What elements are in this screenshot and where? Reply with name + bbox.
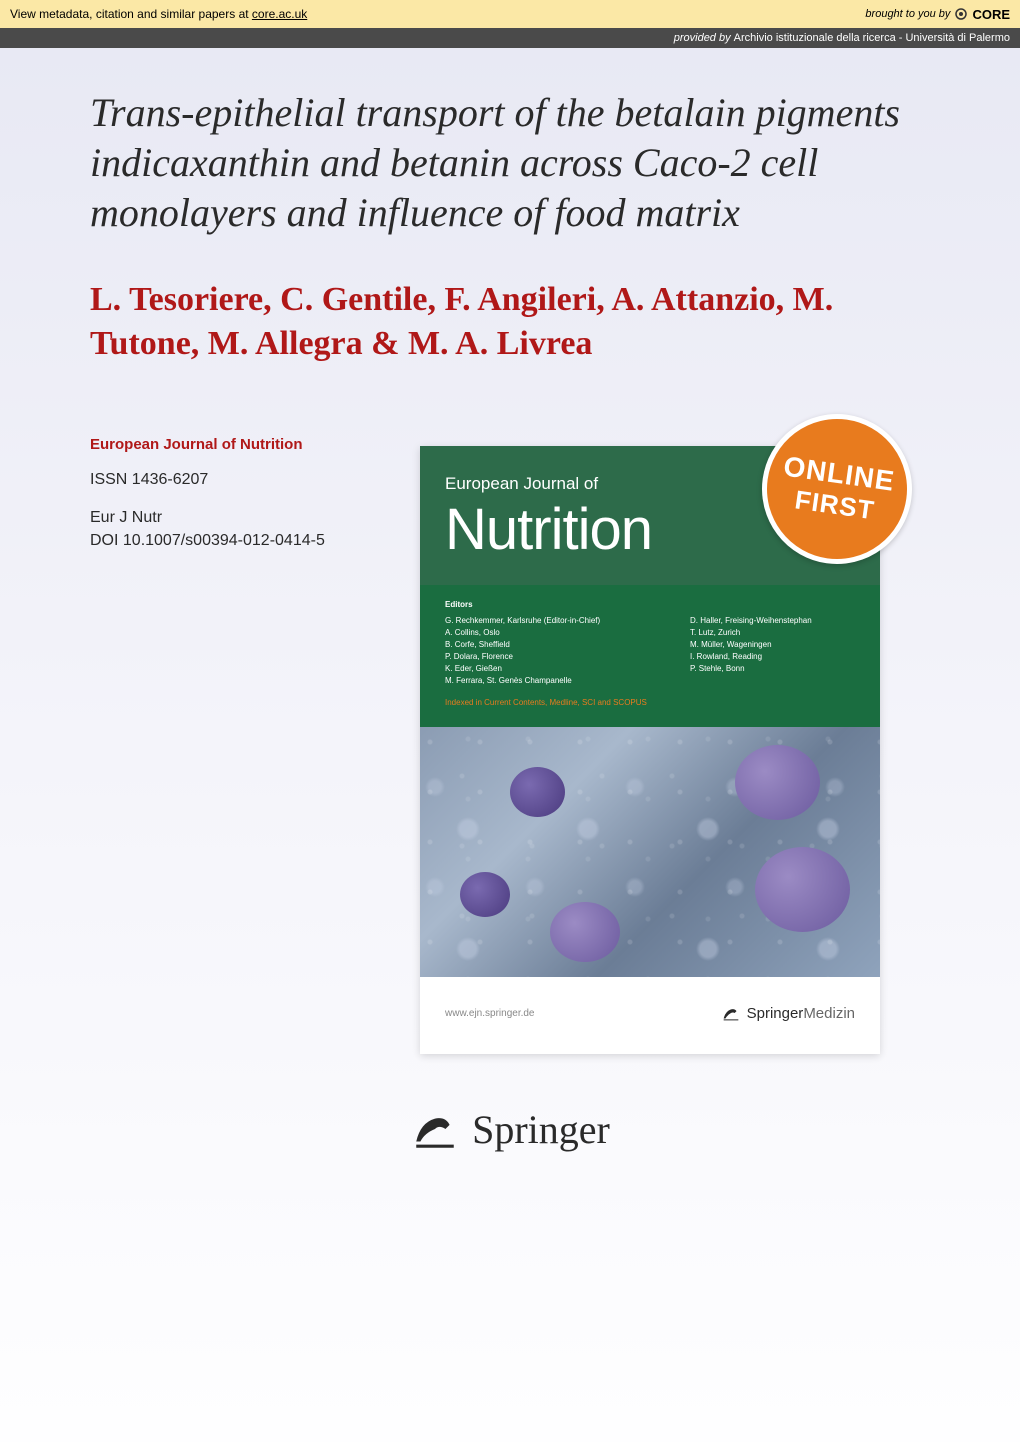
citation-abbrev: Eur J Nutr [90, 507, 380, 529]
citation-block: Eur J Nutr DOI 10.1007/s00394-012-0414-5 [90, 507, 380, 552]
editors-title: Editors [445, 599, 855, 611]
banner-left: View metadata, citation and similar pape… [10, 7, 307, 21]
springer-medizin-logo: SpringerMedizin [720, 1002, 855, 1024]
publisher-suffix: Medizin [803, 1005, 855, 1022]
editor-item: M. Müller, Wageningen [690, 639, 855, 651]
article-title: Trans-epithelial transport of the betala… [90, 88, 930, 238]
core-link[interactable]: core.ac.uk [252, 7, 307, 21]
cell-blob [755, 847, 850, 932]
springer-horse-icon [720, 1002, 742, 1024]
doi: DOI 10.1007/s00394-012-0414-5 [90, 530, 380, 552]
page-container: Trans-epithelial transport of the betala… [0, 48, 1020, 1442]
editor-item: P. Dolara, Florence [445, 651, 610, 663]
cell-blob [735, 745, 820, 820]
publisher-brand: Springer [747, 1005, 804, 1022]
core-logo-text: CORE [972, 7, 1010, 22]
issn: ISSN 1436-6207 [90, 471, 380, 489]
editor-item: I. Rowland, Reading [690, 651, 855, 663]
provenance-source: Archivio istituzionale della ricerca - U… [734, 32, 1010, 44]
metadata-banner: View metadata, citation and similar pape… [0, 0, 1020, 28]
page-inner: Trans-epithelial transport of the betala… [50, 48, 970, 1184]
banner-prefix: View metadata, citation and similar pape… [10, 7, 252, 21]
provenance-prefix: provided by [674, 32, 734, 44]
editor-item: P. Stehle, Bonn [690, 663, 855, 675]
editor-item: G. Rechkemmer, Karlsruhe (Editor-in-Chie… [445, 615, 610, 627]
core-icon [954, 7, 968, 21]
journal-cover: ONLINE FIRST European Journal of Nutriti… [420, 446, 880, 1054]
editor-item: A. Collins, Oslo [445, 627, 610, 639]
editor-item: M. Ferrara, St. Genès Champanelle [445, 675, 610, 687]
editor-item: T. Lutz, Zurich [690, 627, 855, 639]
journal-name: European Journal of Nutrition [90, 436, 380, 453]
provenance-bar: provided by Archivio istituzionale della… [0, 28, 1020, 48]
article-authors: L. Tesoriere, C. Gentile, F. Angileri, A… [90, 278, 930, 366]
editors-col-left: G. Rechkemmer, Karlsruhe (Editor-in-Chie… [445, 615, 610, 687]
meta-and-cover-row: European Journal of Nutrition ISSN 1436-… [90, 436, 930, 1054]
cover-footer: www.ejn.springer.de SpringerMedizin [420, 977, 880, 1054]
bottom-publisher-logo: Springer [90, 1104, 930, 1184]
cover-column: ONLINE FIRST European Journal of Nutriti… [420, 436, 930, 1054]
banner-right: brought to you by CORE [865, 7, 1010, 22]
editor-item: D. Haller, Freising-Weihenstephan [690, 615, 855, 627]
springer-horse-icon [410, 1104, 460, 1154]
editor-item: K. Eder, Gießen [445, 663, 610, 675]
bottom-publisher-text: Springer [472, 1106, 610, 1153]
editor-item: B. Corfe, Sheffield [445, 639, 610, 651]
cell-blob [550, 902, 620, 962]
editors-columns: G. Rechkemmer, Karlsruhe (Editor-in-Chie… [445, 615, 855, 687]
indexed-text: Indexed in Current Contents, Medline, SC… [445, 697, 855, 709]
meta-column: European Journal of Nutrition ISSN 1436-… [90, 436, 380, 552]
springer-medizin-text: SpringerMedizin [747, 1005, 855, 1022]
editors-col-right: D. Haller, Freising-Weihenstephan T. Lut… [690, 615, 855, 687]
cover-editors-section: Editors G. Rechkemmer, Karlsruhe (Editor… [420, 585, 880, 727]
cover-microscopy-image [420, 727, 880, 977]
cover-url: www.ejn.springer.de [445, 1008, 535, 1019]
brought-by-text: brought to you by [865, 8, 950, 20]
